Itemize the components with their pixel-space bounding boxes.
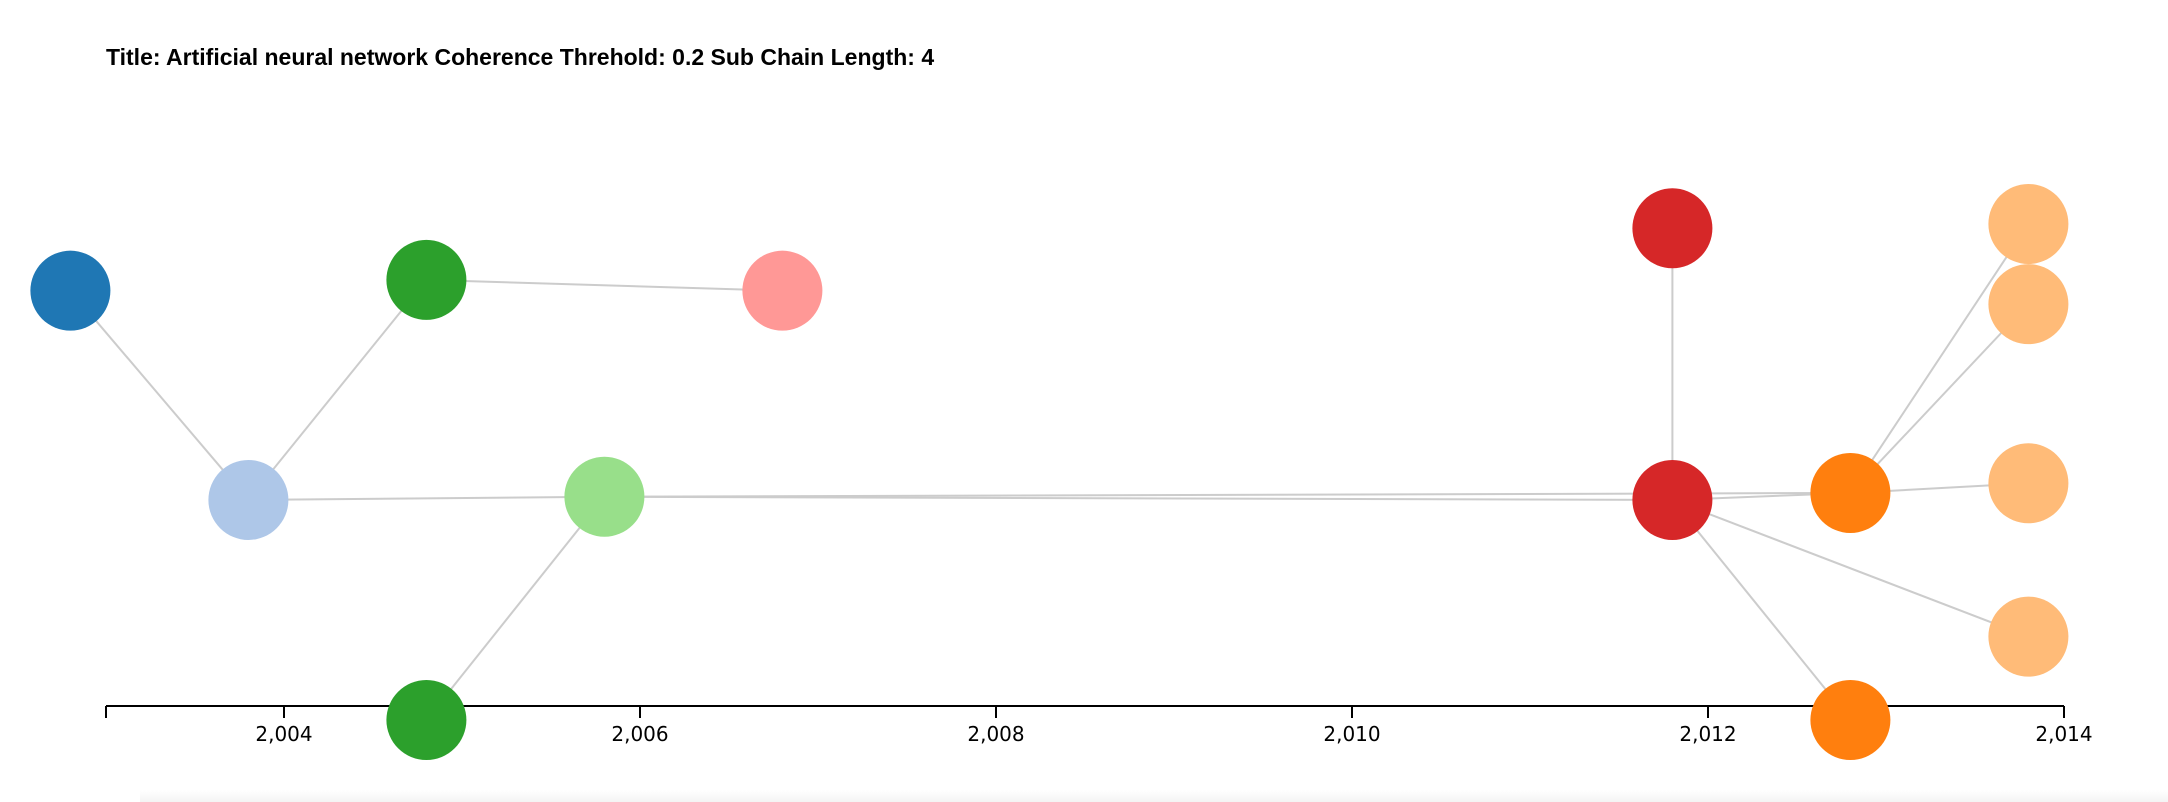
- node-n8[interactable]: [1632, 459, 1713, 540]
- x-tick-label: 2,014: [2035, 722, 2092, 746]
- node-n5[interactable]: [564, 456, 645, 537]
- edge-n3-n6: [426, 278, 783, 292]
- edge-n2-n5: [248, 495, 605, 501]
- node-n10[interactable]: [1810, 680, 1891, 760]
- edge-n8-n14: [1672, 499, 2029, 638]
- x-tick-label: 2,010: [1323, 722, 1380, 746]
- node-n11[interactable]: [1988, 183, 2069, 264]
- node-n14[interactable]: [1988, 596, 2069, 677]
- node-n6[interactable]: [742, 250, 823, 331]
- node-n2[interactable]: [208, 459, 289, 540]
- node-n1[interactable]: [30, 250, 111, 331]
- edge-n9-n12: [1849, 303, 2030, 494]
- footer-shade: [140, 790, 2168, 802]
- node-n7[interactable]: [1632, 188, 1713, 269]
- edges-layer: [69, 223, 2030, 721]
- edge-n2-n3: [247, 279, 428, 501]
- node-n13[interactable]: [1988, 443, 2069, 524]
- x-tick-label: 2,008: [967, 722, 1024, 746]
- edge-n4-n5: [425, 496, 606, 721]
- x-tick-label: 2,004: [255, 722, 312, 746]
- edge-n9-n11: [1849, 223, 2030, 494]
- edge-n1-n2: [69, 290, 250, 501]
- x-tick-label: 2,006: [611, 722, 668, 746]
- x-tick-label: 2,012: [1679, 722, 1736, 746]
- node-n4[interactable]: [386, 680, 467, 760]
- chart-title: Title: Artificial neural network Coheren…: [106, 44, 935, 70]
- edge-n5-n8: [604, 495, 1673, 501]
- node-n3[interactable]: [386, 239, 467, 320]
- edge-n8-n10: [1671, 499, 1852, 721]
- nodes-layer: [30, 183, 2069, 760]
- node-n9[interactable]: [1810, 452, 1891, 533]
- node-n12[interactable]: [1988, 264, 2069, 345]
